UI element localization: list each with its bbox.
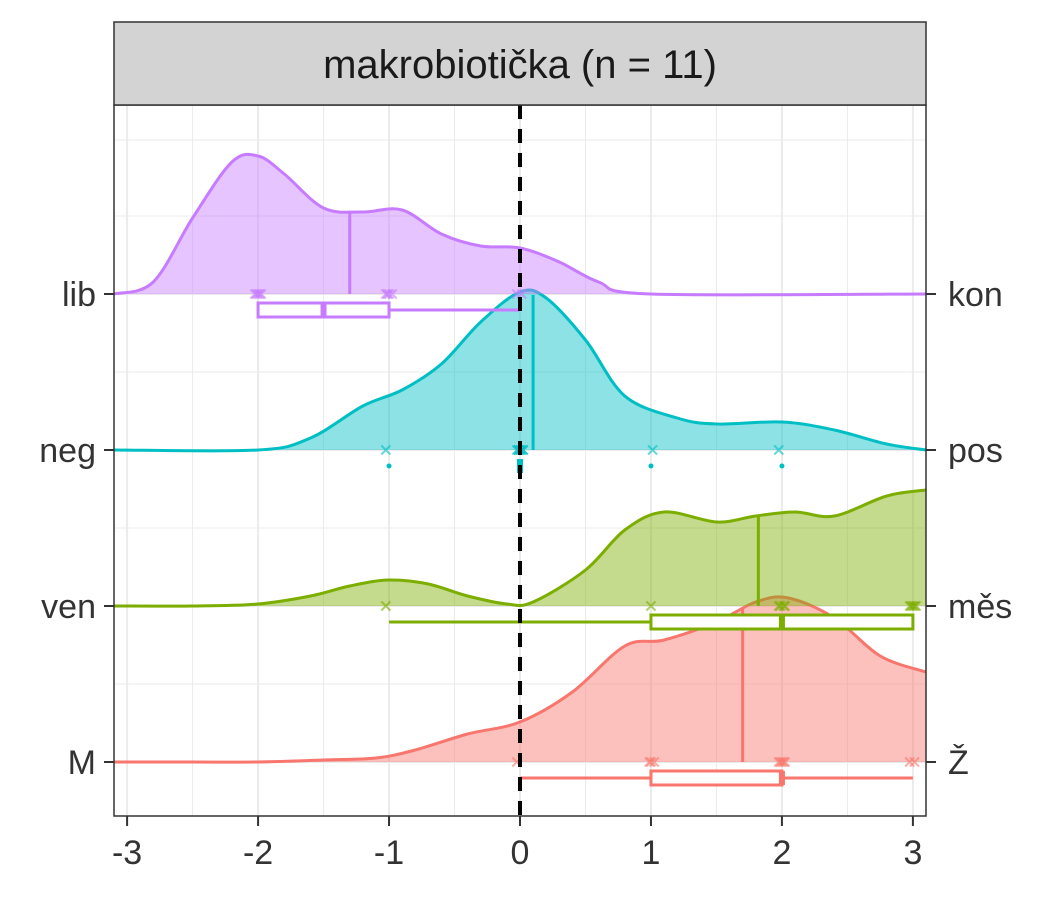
density-area [114,490,926,607]
density-outline [114,595,927,764]
data-point-marker [904,756,915,768]
density-area [114,154,926,295]
data-point-marker [773,444,784,456]
y-tick-label-right: měs [948,588,1012,626]
ridge-M-Ž [114,595,927,787]
data-point-marker [773,600,784,612]
data-point-marker [775,756,786,768]
y-tick-label-right: kon [948,276,1003,314]
facet-strip-background [113,21,927,106]
y-tick-label-left: neg [39,432,96,470]
data-point-marker [380,600,392,612]
facet-strip-title: makrobiotička (n = 11) [323,43,717,87]
data-point-marker [380,444,392,456]
y-tick-label-right: Ž [948,744,969,782]
data-point-marker [776,756,788,768]
density-area [114,596,926,763]
data-point-marker [904,600,915,612]
box-outlier-dot [779,463,785,469]
data-point-marker [647,444,658,456]
data-point-marker [644,756,655,768]
x-tick-label: 0 [511,834,530,872]
x-tick-label: -2 [243,834,273,872]
ridge-lib-kon [113,152,927,319]
y-tick-label-right: pos [948,432,1003,470]
box-iqr [649,769,784,787]
box-outlier-dot [386,463,392,469]
data-point-marker [775,600,786,612]
ridge-ven-měs [113,488,927,631]
x-tick-label: -3 [112,834,142,872]
density-outline [113,152,927,297]
x-tick-label: -1 [374,834,404,872]
data-point-marker [906,600,917,612]
data-point-marker [645,756,657,768]
y-tick-label-left: lib [62,276,96,314]
x-tick-label: 3 [903,834,922,872]
x-tick-label: 1 [642,834,661,872]
y-tick-label-left: ven [41,588,96,626]
data-point-marker [382,288,393,300]
y-tick-label-left: M [68,744,96,782]
data-point-marker [645,600,657,612]
density-outline [113,288,927,453]
data-point-marker [251,288,262,300]
data-point-marker [907,600,919,612]
data-point-marker [252,288,264,300]
data-point-marker [383,288,395,300]
x-tick-label: 2 [772,834,791,872]
facet-strip: makrobiotička (n = 11) [113,21,927,106]
data-point-marker [254,288,265,300]
box-outlier-dot [648,463,654,469]
density-outline [113,488,927,608]
